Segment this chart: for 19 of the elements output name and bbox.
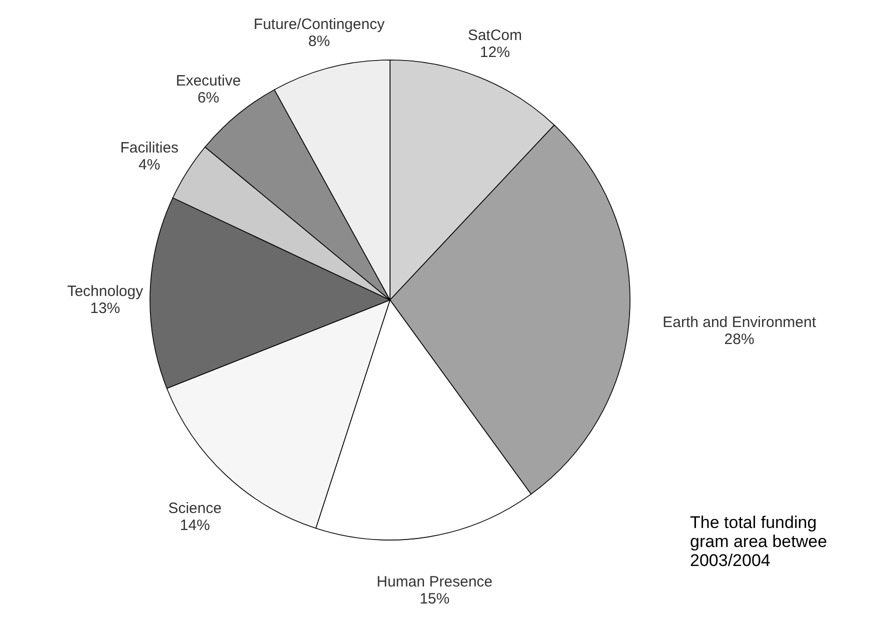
text: gram area betwee <box>690 532 828 551</box>
data-label: 12% <box>480 44 510 62</box>
slice-label: Future/Contingency <box>254 16 386 33</box>
slice-label: Facilities <box>120 139 179 156</box>
slice-label: Human Presence <box>376 573 493 590</box>
slice-label: Executive <box>176 72 241 90</box>
data-label: 4% <box>138 156 160 174</box>
slice-label: Technology <box>67 283 144 300</box>
data-label: 15% <box>420 590 450 608</box>
data-label: 13% <box>90 300 120 318</box>
data-label: 6% <box>197 89 220 106</box>
text: The total funding <box>690 513 817 532</box>
text: 2003/2004 <box>690 551 770 570</box>
data-label: 14% <box>180 516 210 534</box>
slice-label: SatCom <box>468 27 522 44</box>
slice-label: Science <box>168 500 222 517</box>
data-label: 28% <box>724 330 754 348</box>
data-label: 8% <box>308 32 330 50</box>
slice-label: Earth and Environment <box>662 314 817 331</box>
